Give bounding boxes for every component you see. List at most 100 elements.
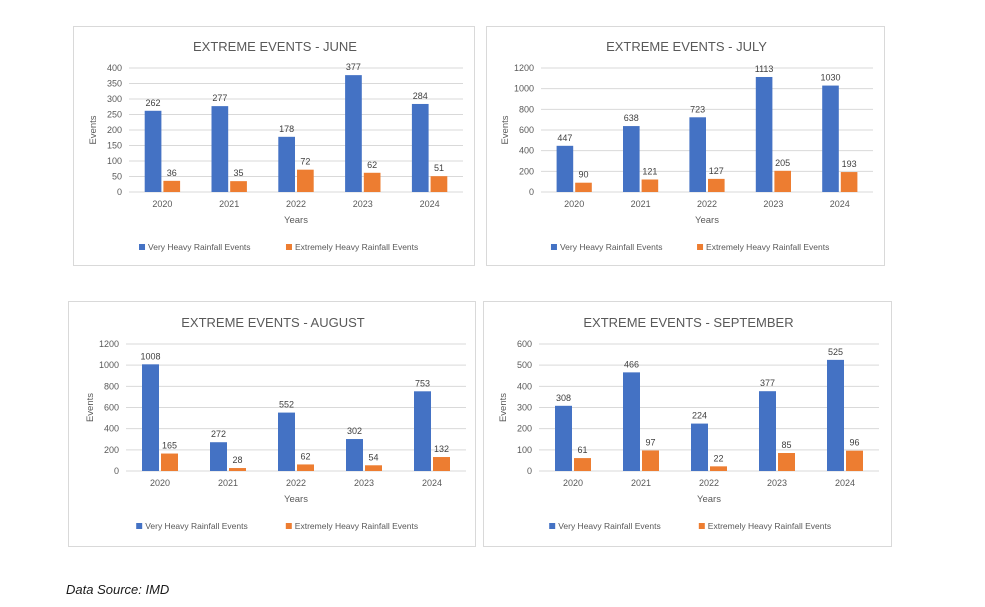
bar-very-heavy bbox=[822, 85, 839, 192]
bar-very-heavy bbox=[759, 391, 776, 471]
y-tick-label: 0 bbox=[527, 466, 532, 476]
legend-entry: Very Heavy Rainfall Events bbox=[558, 521, 661, 531]
data-label: 62 bbox=[300, 451, 310, 461]
x-tick-label: 2024 bbox=[830, 199, 850, 209]
x-tick-label: 2024 bbox=[420, 199, 440, 209]
bar-very-heavy bbox=[210, 442, 227, 471]
x-tick-label: 2022 bbox=[699, 478, 719, 488]
bar-extremely-heavy bbox=[708, 178, 725, 192]
data-label: 97 bbox=[645, 437, 655, 447]
bar-extremely-heavy bbox=[575, 182, 592, 192]
data-label: 277 bbox=[212, 93, 227, 103]
y-tick-label: 200 bbox=[519, 166, 534, 176]
y-tick-label: 400 bbox=[104, 424, 119, 434]
x-tick-label: 2022 bbox=[286, 478, 306, 488]
legend-swatch bbox=[550, 244, 557, 250]
bar-extremely-heavy bbox=[365, 465, 382, 471]
bar-extremely-heavy bbox=[161, 453, 178, 471]
bar-very-heavy bbox=[211, 106, 229, 192]
y-tick-label: 200 bbox=[107, 125, 122, 135]
bar-very-heavy bbox=[345, 75, 362, 192]
x-tick-label: 2023 bbox=[353, 199, 373, 209]
data-label: 54 bbox=[368, 452, 378, 462]
data-label: 28 bbox=[232, 455, 242, 465]
y-tick-label: 600 bbox=[517, 339, 532, 349]
data-label: 1030 bbox=[820, 73, 840, 83]
legend-swatch bbox=[549, 523, 556, 529]
bar-extremely-heavy bbox=[642, 450, 659, 471]
data-label: 1008 bbox=[140, 351, 160, 361]
bar-extremely-heavy bbox=[433, 457, 450, 471]
data-label: 51 bbox=[434, 163, 444, 173]
bar-extremely-heavy bbox=[840, 172, 858, 192]
data-label: 552 bbox=[279, 400, 294, 410]
data-label: 193 bbox=[842, 159, 857, 169]
data-label: 165 bbox=[162, 441, 177, 451]
legend-swatch bbox=[285, 244, 292, 250]
y-tick-label: 400 bbox=[107, 63, 122, 73]
bar-very-heavy bbox=[827, 359, 844, 471]
data-label: 72 bbox=[300, 157, 310, 167]
data-label: 723 bbox=[690, 104, 705, 114]
x-tick-label: 2022 bbox=[697, 199, 717, 209]
bar-extremely-heavy bbox=[297, 464, 314, 471]
data-label: 1113 bbox=[755, 64, 774, 74]
x-tick-label: 2023 bbox=[767, 478, 787, 488]
legend-entry: Extremely Heavy Rainfall Events bbox=[295, 521, 418, 531]
x-axis-label: Years bbox=[695, 215, 719, 226]
y-tick-label: 350 bbox=[107, 79, 122, 89]
y-tick-label: 100 bbox=[517, 445, 532, 455]
y-tick-label: 1000 bbox=[514, 84, 534, 94]
data-label: 22 bbox=[713, 453, 723, 463]
legend-swatch bbox=[139, 244, 146, 250]
data-label: 85 bbox=[781, 440, 791, 450]
legend-swatch bbox=[285, 523, 292, 529]
data-label: 178 bbox=[279, 124, 294, 134]
y-tick-label: 150 bbox=[107, 141, 122, 151]
y-tick-label: 250 bbox=[107, 110, 122, 120]
data-label: 132 bbox=[434, 444, 449, 454]
x-tick-label: 2020 bbox=[152, 199, 172, 209]
chart-july: EXTREME EVENTS - JULY 0 200 400 600 800 1000 12… bbox=[500, 39, 873, 252]
data-label: 272 bbox=[211, 429, 226, 439]
y-axis-label: Events bbox=[88, 115, 99, 144]
x-tick-label: 2020 bbox=[150, 478, 170, 488]
bar-extremely-heavy bbox=[641, 179, 659, 192]
bar-very-heavy bbox=[556, 145, 574, 192]
y-tick-label: 100 bbox=[107, 156, 122, 166]
y-tick-label: 400 bbox=[517, 381, 532, 391]
bar-extremely-heavy bbox=[774, 170, 791, 192]
bar-extremely-heavy bbox=[574, 458, 591, 471]
x-tick-label: 2021 bbox=[219, 199, 239, 209]
bar-very-heavy bbox=[623, 126, 640, 192]
y-tick-label: 500 bbox=[517, 360, 532, 370]
y-tick-label: 300 bbox=[517, 403, 532, 413]
legend-entry: Extremely Heavy Rainfall Events bbox=[706, 242, 829, 252]
x-axis-label: Years bbox=[697, 494, 721, 505]
x-tick-label: 2020 bbox=[564, 199, 584, 209]
y-tick-label: 800 bbox=[104, 381, 119, 391]
y-axis-label: Events bbox=[500, 115, 511, 144]
x-tick-label: 2020 bbox=[563, 478, 583, 488]
data-label: 61 bbox=[577, 445, 587, 455]
chart-title: EXTREME EVENTS - SEPTEMBER bbox=[583, 315, 793, 330]
chart-panel-june: EXTREME EVENTS - JUNE 0 50 100 150 200 250 300 3… bbox=[73, 26, 475, 266]
chart-panel-august: EXTREME EVENTS - AUGUST 0 200 400 600 800 1000… bbox=[68, 301, 476, 547]
y-tick-label: 200 bbox=[104, 445, 119, 455]
x-axis-label: Years bbox=[284, 215, 308, 226]
data-label: 447 bbox=[557, 133, 572, 143]
bar-extremely-heavy bbox=[297, 169, 314, 192]
bar-extremely-heavy bbox=[363, 172, 381, 192]
data-label: 35 bbox=[234, 168, 244, 178]
y-tick-label: 50 bbox=[112, 172, 122, 182]
chart-panel-september: EXTREME EVENTS - SEPTEMBER 0 100 200 300 400 5… bbox=[483, 301, 892, 547]
legend-swatch bbox=[136, 523, 143, 529]
bar-very-heavy bbox=[144, 110, 162, 192]
data-label: 121 bbox=[642, 166, 657, 176]
bar-very-heavy bbox=[142, 364, 159, 471]
bar-very-heavy bbox=[346, 439, 363, 471]
y-tick-label: 1000 bbox=[99, 360, 119, 370]
legend-entry: Very Heavy Rainfall Events bbox=[145, 521, 248, 531]
y-tick-label: 600 bbox=[519, 125, 534, 135]
